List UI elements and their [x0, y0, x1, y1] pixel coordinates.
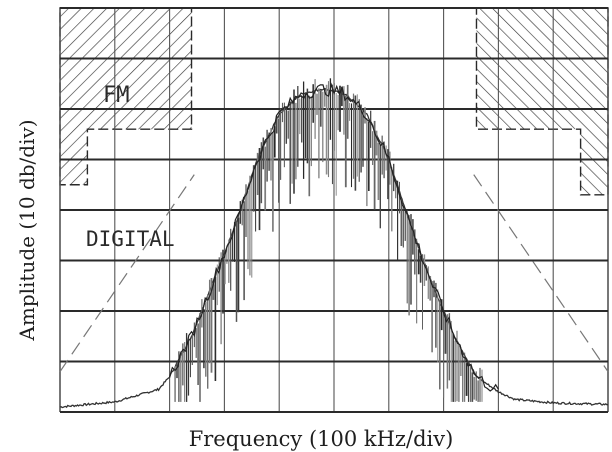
- digital-mask-right: [473, 174, 609, 372]
- fm-mask-right: [475, 7, 609, 196]
- fm-region-label: FM: [103, 83, 130, 108]
- plot-area: [59, 7, 609, 413]
- digital-region-label: DIGITAL: [86, 227, 175, 251]
- y-axis-label: Amplitude (10 db/div): [15, 119, 39, 341]
- digital-mask-left: [59, 174, 195, 372]
- x-axis-label: Frequency (100 kHz/div): [189, 427, 454, 451]
- spectrum-envelope: [169, 82, 499, 392]
